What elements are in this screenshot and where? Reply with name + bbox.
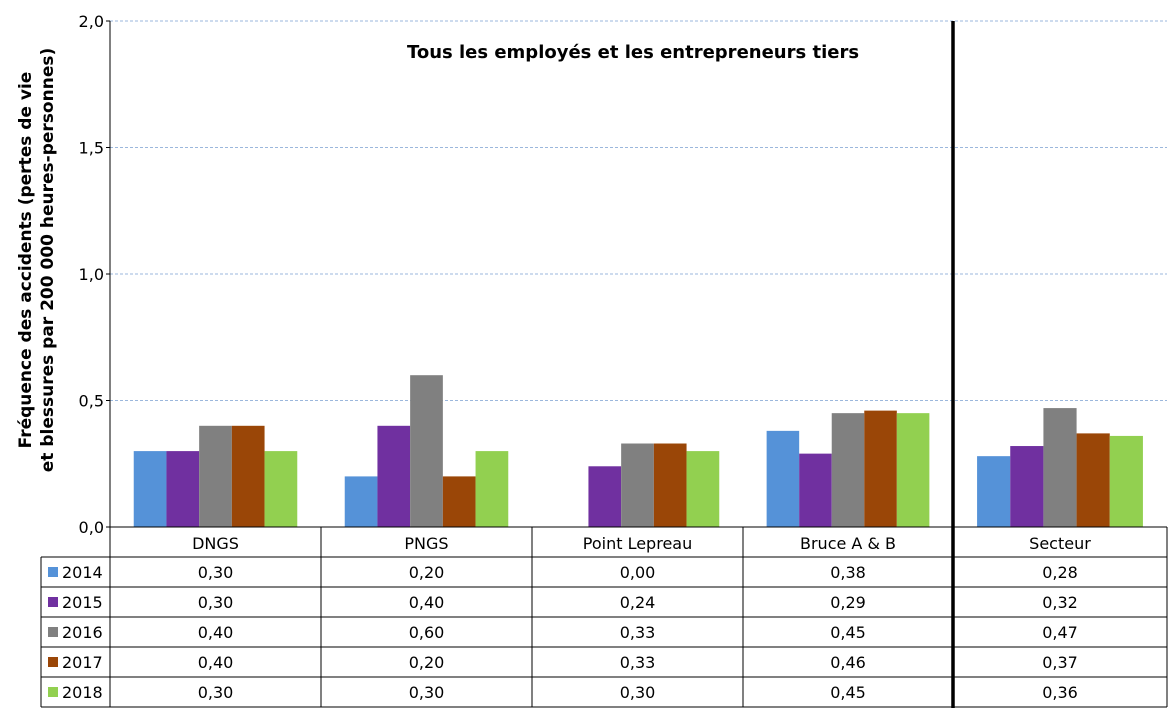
bar-2018-3 xyxy=(896,413,930,527)
data-label: 0,33 xyxy=(620,623,656,642)
data-label: 0,40 xyxy=(198,623,234,642)
data-label: 0,24 xyxy=(620,593,656,612)
bar-2015-0 xyxy=(166,451,200,527)
bar-2014-0 xyxy=(133,451,167,527)
data-label: 0,36 xyxy=(1042,683,1078,702)
data-label: 0,46 xyxy=(830,653,866,672)
bars xyxy=(133,375,1143,527)
gridlines xyxy=(110,20,1167,401)
category-label: Bruce A & B xyxy=(800,534,896,553)
data-label: 0,00 xyxy=(620,563,656,582)
data-label: 0,32 xyxy=(1042,593,1078,612)
data-label: 0,45 xyxy=(830,623,866,642)
bar-2018-2 xyxy=(686,451,720,527)
data-label: 0,30 xyxy=(198,683,234,702)
category-label: DNGS xyxy=(192,534,239,553)
y-tick-label: 0,5 xyxy=(79,392,104,411)
bar-2015-1 xyxy=(377,425,411,527)
y-axis-label-line-1: Fréquence des accidents (pertes de vie xyxy=(16,72,36,449)
legend-key-2015 xyxy=(48,597,58,607)
bar-2018-4 xyxy=(1109,435,1143,527)
bar-2018-0 xyxy=(264,451,298,527)
y-tick-label: 2,0 xyxy=(79,12,104,31)
legend-key-2014 xyxy=(48,567,58,577)
data-label: 0,28 xyxy=(1042,563,1078,582)
data-label: 0,60 xyxy=(409,623,445,642)
legend-label: 2016 xyxy=(62,623,103,642)
data-label: 0,29 xyxy=(830,593,866,612)
bar-2015-2 xyxy=(588,466,622,527)
data-label: 0,38 xyxy=(830,563,866,582)
data-label: 0,30 xyxy=(620,683,656,702)
bar-2014-1 xyxy=(344,476,378,527)
data-label: 0,47 xyxy=(1042,623,1078,642)
bar-2017-2 xyxy=(653,443,687,527)
chart-title: Tous les employés et les entrepreneurs t… xyxy=(407,42,859,63)
data-label: 0,37 xyxy=(1042,653,1078,672)
bar-2017-3 xyxy=(864,410,897,527)
data-label: 0,30 xyxy=(198,563,234,582)
data-label: 0,33 xyxy=(620,653,656,672)
data-label: 0,20 xyxy=(409,563,445,582)
data-label: 0,45 xyxy=(830,683,866,702)
legend-label: 2018 xyxy=(62,683,103,702)
axes xyxy=(106,20,1167,708)
y-axis-label-line-2: et blessures par 200 000 heures-personne… xyxy=(38,48,58,472)
y-tick-label: 1,5 xyxy=(79,139,104,158)
legend-label: 2014 xyxy=(62,563,103,582)
y-tick-label: 0,0 xyxy=(79,518,104,537)
legend-key-2016 xyxy=(48,627,58,637)
legend-label: 2017 xyxy=(62,653,103,672)
bar-2018-1 xyxy=(475,451,509,527)
bar-2016-3 xyxy=(831,413,865,527)
bar-2017-0 xyxy=(231,425,265,527)
data-label: 0,30 xyxy=(198,593,234,612)
bar-2016-4 xyxy=(1043,408,1077,527)
data-label: 0,40 xyxy=(198,653,234,672)
legend-key-2017 xyxy=(48,657,58,667)
bar-2015-4 xyxy=(1010,446,1044,527)
bar-2015-3 xyxy=(799,453,832,527)
y-tick-label: 1,0 xyxy=(79,265,104,284)
category-label: Secteur xyxy=(1029,534,1091,553)
data-label: 0,40 xyxy=(409,593,445,612)
bar-2016-1 xyxy=(410,375,443,527)
data-table: DNGS PNGS Point Lepreau Bruce A & B Secteur 2… xyxy=(40,527,1168,708)
y-tick-labels: 0,0 0,5 1,0 1,5 2,0 xyxy=(79,12,104,537)
data-label: 0,30 xyxy=(409,683,445,702)
bar-2014-4 xyxy=(977,456,1011,527)
category-label: Point Lepreau xyxy=(583,534,692,553)
legend-label: 2015 xyxy=(62,593,103,612)
bar-2017-1 xyxy=(442,476,476,527)
bar-2016-0 xyxy=(199,425,232,527)
legend-key-2018 xyxy=(48,687,58,697)
category-label: PNGS xyxy=(404,534,448,553)
bar-2016-2 xyxy=(621,443,654,527)
bar-2017-4 xyxy=(1076,433,1110,527)
bar-2014-3 xyxy=(766,430,800,527)
data-label: 0,20 xyxy=(409,653,445,672)
